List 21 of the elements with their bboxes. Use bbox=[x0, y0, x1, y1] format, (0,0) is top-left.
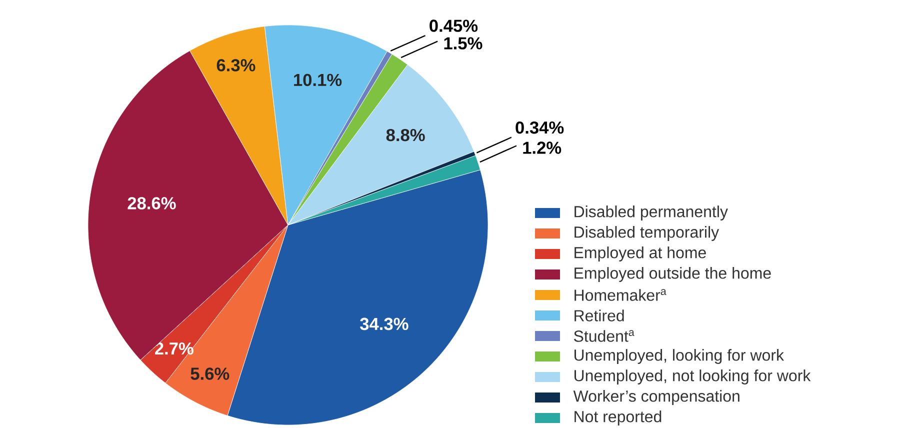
legend-label: Retired bbox=[574, 310, 624, 322]
data-label: 6.3% bbox=[216, 59, 256, 72]
data-label: 5.6% bbox=[190, 368, 230, 380]
legend-label: Employed outside the home bbox=[574, 267, 771, 282]
legend-label: Worker’s compensation bbox=[573, 390, 740, 405]
data-label: 34.3% bbox=[360, 318, 408, 330]
legend-label: Student$^{a}$ bbox=[574, 330, 634, 342]
legend-label: Not reported bbox=[574, 410, 662, 426]
legend-label: Employed at home bbox=[574, 246, 706, 262]
legend-label: Homemaker$^{a}$ bbox=[574, 289, 666, 301]
data-label: 0.45% bbox=[430, 20, 478, 32]
data-label: 1.2% bbox=[523, 142, 562, 154]
data-label: 28.6% bbox=[128, 197, 176, 210]
data-label: 1.5% bbox=[444, 37, 482, 50]
data-label: 10.1% bbox=[294, 74, 342, 86]
legend-label: Unemployed, not looking for work bbox=[574, 370, 811, 384]
data-label: 0.34% bbox=[516, 121, 564, 134]
legend-label: Disabled temporarily bbox=[574, 226, 720, 241]
legend-label: Disabled permanently bbox=[574, 206, 728, 220]
legend-label: Unemployed, looking for work bbox=[574, 349, 784, 364]
data-label: 8.8% bbox=[386, 128, 425, 142]
